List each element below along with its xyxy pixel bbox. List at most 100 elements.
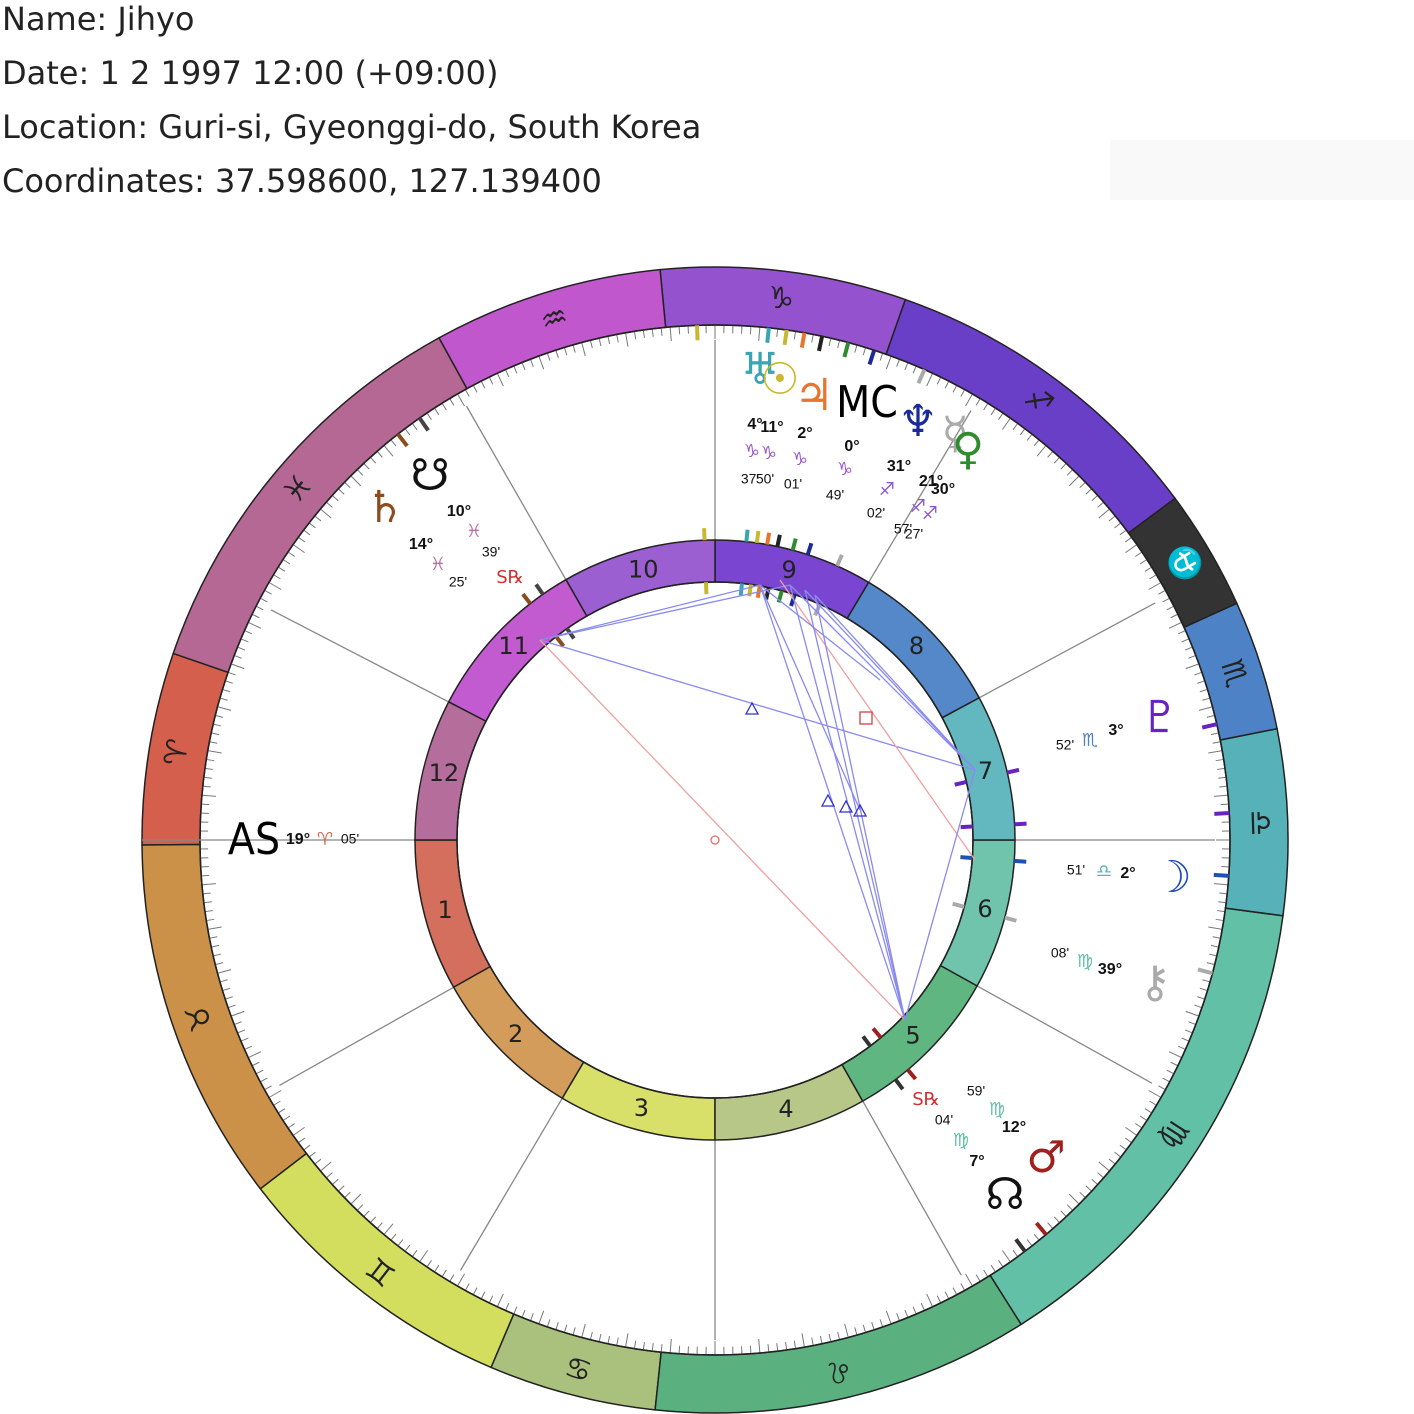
degree-tick xyxy=(1097,501,1105,508)
sign: ♑ xyxy=(744,441,760,462)
degree-tick xyxy=(207,750,222,754)
header-location: Location: Guri-si, Gyeonggi-do, South Ko… xyxy=(2,108,702,146)
degree: 4° xyxy=(747,416,762,433)
planet-marker xyxy=(1014,821,1027,827)
degree-tick xyxy=(1144,566,1153,572)
degree-tick xyxy=(264,1085,272,1091)
degree-tick xyxy=(1210,944,1219,948)
degree-tick xyxy=(505,1302,510,1311)
degree-tick xyxy=(990,407,996,416)
minutes: 50' xyxy=(756,471,774,487)
degree-tick xyxy=(1079,1191,1086,1199)
house-number: 10 xyxy=(628,555,659,583)
degree-tick xyxy=(1170,613,1179,619)
planet-marker xyxy=(916,368,927,385)
degree-tick xyxy=(563,347,568,356)
planet-marker xyxy=(952,901,965,909)
degree-tick xyxy=(234,654,242,659)
planet-glyph: ☿ xyxy=(941,408,968,459)
house-number: 5 xyxy=(905,1022,920,1050)
aspect-opposition xyxy=(710,835,720,845)
degree-tick xyxy=(912,365,917,374)
house-number: 12 xyxy=(429,759,460,787)
planet-glyph: ♅ xyxy=(740,344,779,395)
degree-tick xyxy=(282,1115,291,1121)
planet-marker xyxy=(1201,722,1218,730)
minutes: 02' xyxy=(867,505,885,521)
minutes: 39' xyxy=(482,544,500,560)
planet-marker xyxy=(765,532,772,545)
degree-tick xyxy=(227,671,236,676)
degree-tick xyxy=(776,1343,779,1352)
sign-segment xyxy=(141,843,308,1190)
aspect-line xyxy=(804,589,906,1021)
minutes: 57' xyxy=(894,521,912,537)
degree: 31° xyxy=(887,458,911,475)
degree-tick xyxy=(411,1249,418,1257)
planet-marker xyxy=(554,635,566,648)
degree-tick xyxy=(1026,433,1033,441)
minutes: 52' xyxy=(1056,737,1074,753)
degree-tick xyxy=(1215,758,1224,762)
degree-tick xyxy=(1139,1115,1148,1121)
planet-glyph: ☋ xyxy=(410,450,449,501)
degree-tick xyxy=(1047,1222,1054,1230)
degree-tick xyxy=(1001,1250,1011,1263)
degree-tick xyxy=(616,1337,619,1346)
degree-tick xyxy=(1091,495,1099,502)
retrograde: S℞ xyxy=(912,1089,940,1110)
house-cusp xyxy=(279,986,454,1087)
degree-tick xyxy=(1218,901,1227,904)
degree-tick xyxy=(1098,508,1110,519)
degree-tick xyxy=(1206,714,1215,718)
degree-tick xyxy=(201,794,216,797)
planet-marker xyxy=(1004,915,1017,923)
degree-tick xyxy=(426,412,432,420)
degree-tick xyxy=(1119,529,1127,536)
degree-tick xyxy=(862,1324,867,1333)
degree-tick xyxy=(287,551,295,557)
degree-tick xyxy=(811,334,814,343)
aspect-line xyxy=(539,639,906,1021)
degree-tick xyxy=(896,359,901,367)
degree-tick xyxy=(219,979,228,983)
degree-tick xyxy=(356,469,364,476)
planet-marker xyxy=(960,855,973,860)
degree: 11° xyxy=(760,419,783,436)
planet-glyph: ♆ xyxy=(898,396,937,447)
sign: ♑ xyxy=(837,459,853,480)
degree-tick xyxy=(960,1283,966,1291)
degree-tick xyxy=(496,1293,504,1307)
planet-marker xyxy=(534,583,545,596)
degree-tick xyxy=(338,488,345,495)
minutes: 59' xyxy=(967,1083,985,1099)
degree-tick xyxy=(879,352,884,361)
degree-tick xyxy=(607,1335,611,1344)
degree-tick xyxy=(998,412,1004,420)
degree-tick xyxy=(555,1322,559,1330)
degree-tick xyxy=(292,1126,305,1136)
degree-tick xyxy=(411,423,418,431)
degree-tick xyxy=(303,1144,311,1151)
sign-segment xyxy=(654,1274,1023,1414)
degree-tick xyxy=(546,1319,551,1328)
minutes: 27' xyxy=(905,526,923,542)
degree-tick xyxy=(1085,1185,1092,1192)
degree-tick xyxy=(1091,1178,1099,1185)
degree-tick xyxy=(363,463,370,470)
degree: 30° xyxy=(931,481,955,498)
degree-tick xyxy=(1197,680,1205,684)
planet-marker xyxy=(1197,967,1213,976)
degree-tick xyxy=(209,936,218,939)
degree-tick xyxy=(944,1291,950,1300)
aspect-square xyxy=(859,711,873,725)
degree-tick xyxy=(234,1021,242,1026)
degree-tick xyxy=(370,1216,377,1224)
header-date: Date: 1 2 1997 12:00 (+09:00) xyxy=(2,54,499,92)
degree-tick xyxy=(1053,456,1060,464)
degree-tick xyxy=(651,1343,654,1352)
degree-tick xyxy=(255,1069,264,1075)
degree-tick xyxy=(678,326,681,335)
degree-tick xyxy=(975,1274,981,1282)
planet-glyph: ♃ xyxy=(794,370,833,421)
